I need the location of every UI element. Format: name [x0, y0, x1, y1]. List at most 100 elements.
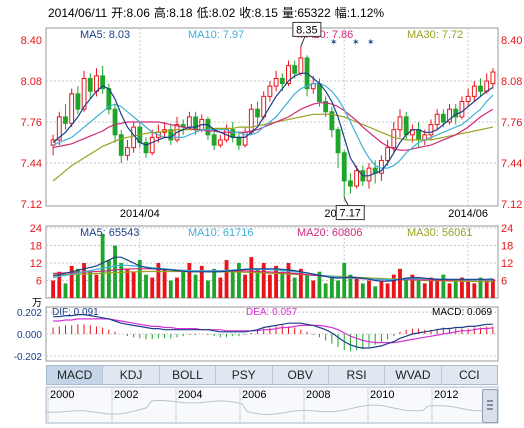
volume-bar [237, 263, 241, 298]
volume-bar [150, 277, 155, 298]
macd-y-tick: 0.202 [17, 308, 42, 319]
volume-bar [398, 268, 402, 298]
volume-label: 量: [281, 6, 298, 20]
macd-dif-line [53, 314, 493, 349]
volume-bar [206, 280, 210, 298]
volume-bar [267, 274, 272, 298]
candle-body [323, 101, 329, 113]
volume-ma20-line [53, 268, 493, 281]
quote-date: 2014/06/11 [48, 6, 108, 20]
tab-kdj[interactable]: KDJ [103, 366, 160, 384]
macd-value-legend: MACD: 0.069 [432, 307, 492, 318]
price-y-tick-right: 8.40 [501, 35, 522, 47]
volume-bar [348, 274, 353, 298]
tab-wvad[interactable]: WVAD [385, 366, 442, 384]
volume-ma-legend: MA10: 61716 [188, 227, 253, 239]
high-price-callout: 8.35 [296, 24, 317, 36]
macd-y-tick: -0.202 [14, 352, 43, 363]
volume-bar [435, 280, 440, 298]
timeline-year-label: 2008 [306, 389, 330, 401]
candle-body [348, 180, 353, 187]
macd-dea-line [53, 318, 493, 344]
volume-bar [298, 268, 303, 298]
price-ma-legend: MA5: 8.03 [80, 29, 130, 41]
candle-body [211, 134, 217, 146]
volume-bar [137, 260, 142, 298]
volume-bar [249, 257, 254, 298]
volume-bar [218, 277, 223, 298]
candle-body [341, 152, 347, 182]
timeline-scroll-handle[interactable] [482, 389, 498, 423]
price-x-tick: 2014/04 [120, 208, 160, 220]
volume-bar [243, 274, 248, 298]
candle-body [329, 111, 335, 131]
tab-boll[interactable]: BOLL [160, 366, 217, 384]
price-y-tick-right: 7.44 [501, 158, 522, 170]
candle-body [186, 116, 192, 128]
volume-bar [354, 277, 359, 298]
price-y-tick-right: 7.12 [501, 199, 522, 211]
price-ma5-line [52, 72, 494, 177]
volume-bar [162, 268, 167, 298]
candle-body [471, 85, 477, 97]
low-label: 低: [196, 6, 212, 20]
volume-bar [323, 283, 328, 298]
volume-bar [230, 271, 235, 298]
high-price-callout-box [292, 21, 322, 37]
volume-ma-legend: MA20: 60806 [297, 227, 362, 239]
tab-obv[interactable]: OBV [273, 366, 329, 384]
volume-bar [410, 274, 415, 298]
volume-bar [125, 268, 130, 298]
tab-psy[interactable]: PSY [216, 366, 273, 384]
high-value: 8.18 [169, 6, 193, 20]
volume-bar [317, 271, 322, 298]
timeline-frame [45, 386, 499, 424]
high-label: 高: [153, 6, 170, 20]
price-ma-legend: MA10: 7.97 [188, 29, 244, 41]
volume-y-tick-left: 12 [30, 258, 42, 270]
volume-bar [94, 274, 99, 298]
volume-ma5-line [52, 256, 493, 282]
candle-body [205, 118, 211, 136]
candle-body [397, 116, 403, 131]
volume-bar [490, 279, 495, 298]
candle-body [69, 93, 75, 124]
candle-body [125, 147, 130, 156]
quote-header: 2014/06/11 开:8.06 高:8.18 低:8.02 收:8.15 量:6532… [48, 4, 388, 21]
candle-body [63, 116, 68, 124]
volume-bar [422, 283, 427, 298]
candle-body [236, 136, 242, 146]
candle-body [273, 77, 279, 87]
volume-bar [156, 263, 161, 298]
volume-bar [305, 274, 309, 298]
candle-body [447, 108, 452, 123]
candle-body [149, 136, 155, 154]
change-value: 1.12% [350, 6, 385, 20]
open-label: 开: [111, 6, 127, 20]
volume-bar [478, 277, 483, 298]
candle-body [168, 129, 174, 141]
tab-macd[interactable]: MACD [47, 366, 104, 384]
tab-rsi[interactable]: RSI [329, 366, 386, 384]
candle-body [484, 80, 490, 92]
volume-bar [175, 277, 179, 298]
tab-cci[interactable]: CCI [458, 368, 480, 382]
volume-bar [484, 280, 489, 298]
macd-dea-legend: DEA: 0.057 [246, 307, 298, 318]
timeline-year-label: 2004 [178, 389, 202, 401]
candle-body [416, 129, 421, 141]
macd-y-tick: 0.000 [17, 330, 42, 341]
candle-body [434, 113, 440, 126]
close-label: 收: [239, 6, 255, 20]
candle-body [87, 77, 93, 92]
volume-bar [100, 233, 105, 298]
candle-body [366, 167, 372, 182]
volume-y-tick-right: 12 [501, 258, 513, 270]
candle-body [459, 101, 465, 118]
volume-y-tick-left: 24 [30, 223, 42, 235]
volume-bar [336, 280, 340, 298]
timeline-sparkline [45, 399, 499, 416]
volume-y-tick-right: 18 [501, 241, 513, 253]
volume-bar [224, 260, 229, 298]
